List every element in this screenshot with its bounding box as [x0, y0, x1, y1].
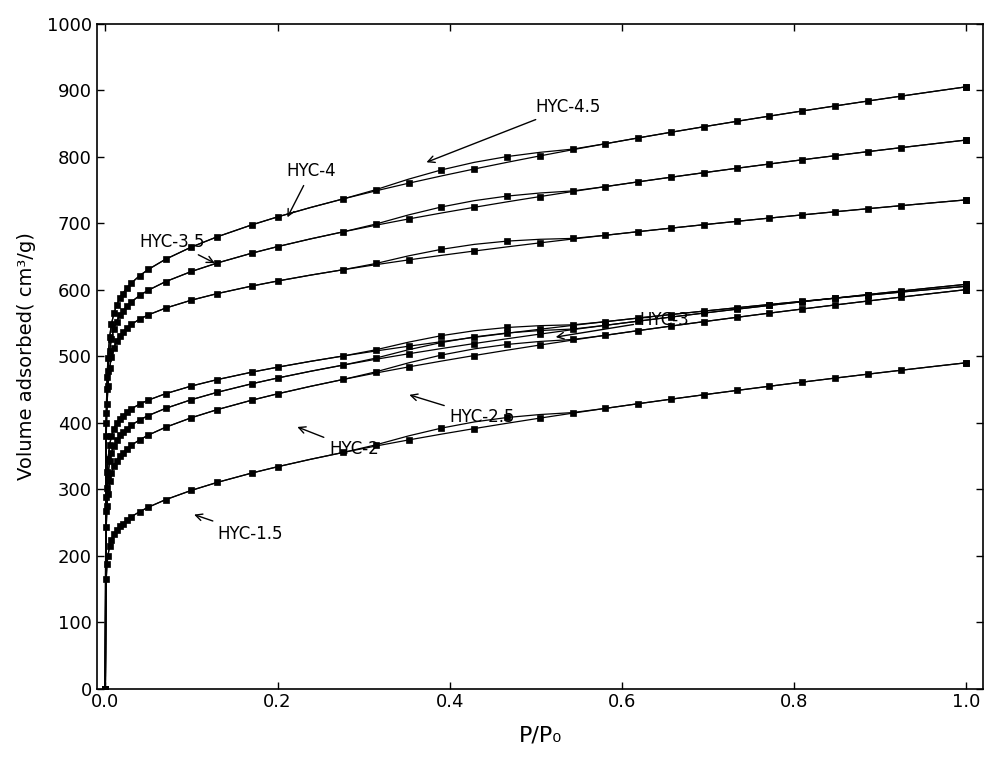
- Text: HYC-4.5: HYC-4.5: [428, 98, 601, 162]
- Text: HYC-4: HYC-4: [286, 162, 336, 216]
- X-axis label: P/P₀: P/P₀: [518, 725, 562, 745]
- Text: HYC-2.5: HYC-2.5: [411, 394, 515, 426]
- Text: HYC-3: HYC-3: [557, 311, 689, 339]
- Text: HYC-3.5: HYC-3.5: [140, 232, 213, 262]
- Text: HYC-2: HYC-2: [299, 427, 379, 458]
- Y-axis label: Volume adsorbed( cm³/g): Volume adsorbed( cm³/g): [17, 232, 36, 480]
- Text: HYC-1.5: HYC-1.5: [196, 514, 283, 543]
